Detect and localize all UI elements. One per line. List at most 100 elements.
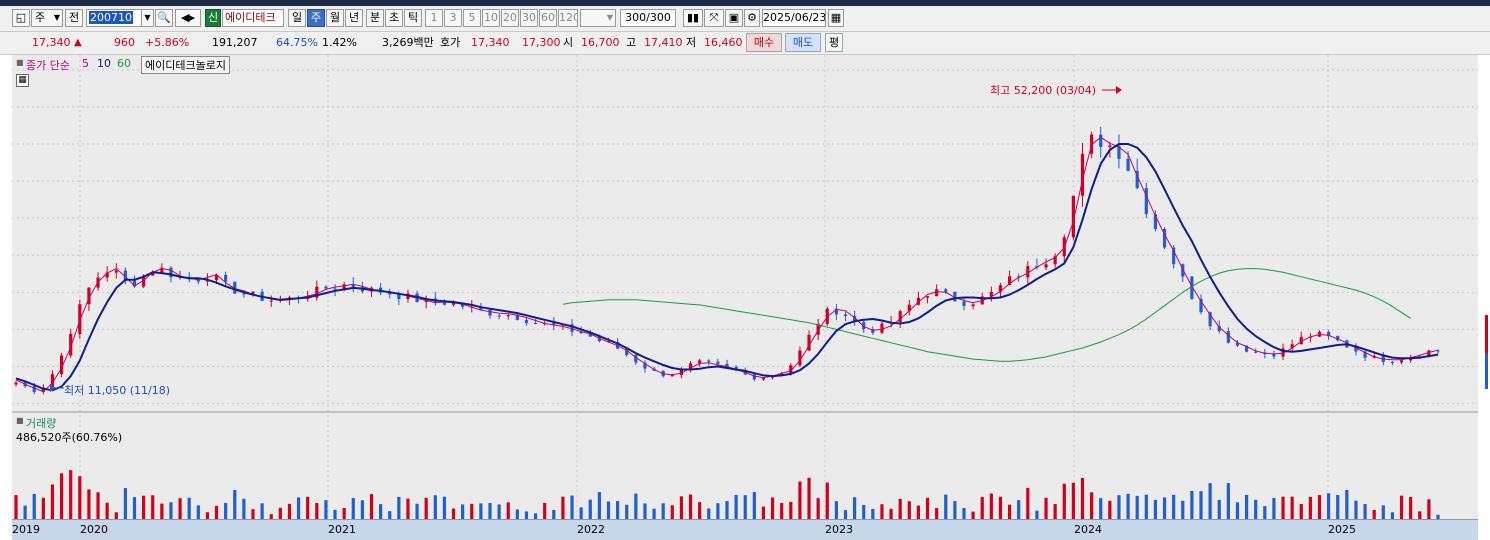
volume-bar <box>1162 497 1167 519</box>
volume-bar <box>834 501 838 519</box>
x-tick-label: 2024 <box>1074 523 1102 536</box>
candle-body <box>251 291 255 294</box>
candle-body <box>1436 350 1440 352</box>
stock-name-field[interactable]: 에이디테크 <box>222 9 284 27</box>
interval-3[interactable]: 3 <box>444 9 462 27</box>
candle-body <box>1126 158 1130 171</box>
up-arrow-icon: ▲ <box>74 37 82 48</box>
low-arrow-icon <box>50 384 56 392</box>
stock-code-value: 200710 <box>89 11 133 24</box>
candle-body <box>1007 276 1012 286</box>
volume-bar <box>853 497 857 519</box>
price-scale-strip <box>1478 55 1490 539</box>
candle-body <box>479 306 483 310</box>
candle-body <box>679 368 684 375</box>
sell-button[interactable]: 매도 <box>785 33 821 52</box>
volume-bar <box>825 482 829 519</box>
period-second[interactable]: 초 <box>385 9 403 27</box>
layout-icon[interactable]: ◱ <box>12 9 30 27</box>
volume-bar <box>41 497 45 519</box>
candle-body <box>506 315 510 317</box>
stock-code-input[interactable]: 200710 <box>86 9 154 27</box>
period-month[interactable]: 월 <box>326 9 344 27</box>
candle-body <box>752 374 756 380</box>
volume-value: 191,207 <box>212 36 258 49</box>
candle-body <box>442 302 447 305</box>
all-button[interactable]: 전 <box>65 9 83 27</box>
period-minute[interactable]: 분 <box>366 9 384 27</box>
interval-1[interactable]: 1 <box>425 9 443 27</box>
volume-bar <box>798 481 802 519</box>
grid-table-icon[interactable]: ▦ <box>16 74 29 87</box>
gear-icon[interactable]: ⚙ <box>744 9 760 27</box>
buy-button[interactable]: 매수 <box>746 33 782 52</box>
candle-body <box>625 348 629 356</box>
candle-body <box>570 324 574 332</box>
volume-bar <box>1044 497 1048 519</box>
candle-body <box>935 289 939 297</box>
volume-bar <box>388 511 392 519</box>
search-icon[interactable]: 🔍 <box>155 9 173 27</box>
new-badge: 신 <box>205 9 221 27</box>
volume-bar <box>59 473 64 519</box>
volume-bar <box>1317 495 1322 519</box>
line-draw-icon[interactable]: ⤧ <box>704 9 724 27</box>
candle-body <box>515 315 519 320</box>
period-tick[interactable]: 틱 <box>404 9 422 27</box>
volume-bar <box>169 502 173 519</box>
volume-bar <box>296 497 301 519</box>
period-select-value: 주 <box>35 11 46 24</box>
period-select[interactable]: 주 ▼ <box>31 9 63 27</box>
code-dropdown-icon[interactable]: ▼ <box>141 9 154 27</box>
candle-body <box>579 331 583 334</box>
candle-body <box>989 291 993 297</box>
volume-bar <box>807 477 811 519</box>
candle-body <box>1181 264 1185 277</box>
volume-bar <box>843 510 848 519</box>
candle-body <box>716 361 720 364</box>
candle-body <box>205 280 210 282</box>
volume-bar <box>880 504 884 519</box>
candle-body <box>114 270 118 273</box>
candle-body <box>1026 266 1030 278</box>
period-day[interactable]: 일 <box>288 9 306 27</box>
interval-select[interactable]: ▼ <box>580 9 616 27</box>
volume-bar <box>1199 491 1203 519</box>
volume-bar <box>935 508 939 519</box>
interval-120[interactable]: 120 <box>558 9 578 27</box>
interval-60[interactable]: 60 <box>539 9 557 27</box>
candle-body <box>789 365 793 374</box>
period-year[interactable]: 년 <box>345 9 363 27</box>
candle-body <box>1162 228 1167 248</box>
candle-body <box>69 333 73 356</box>
calendar-icon[interactable]: ▦ <box>828 9 844 27</box>
speaker-icon[interactable]: ◀▸ <box>175 9 201 27</box>
candle-body <box>461 302 465 307</box>
save-icon[interactable]: ▣ <box>725 9 743 27</box>
candle-body <box>834 308 838 315</box>
interval-5[interactable]: 5 <box>463 9 481 27</box>
x-tick-label: 2022 <box>577 523 605 536</box>
count-field[interactable]: 300/300 <box>620 9 676 27</box>
candle-body <box>351 284 355 288</box>
candle-body <box>524 319 529 323</box>
volume-bar <box>69 470 73 519</box>
interval-10[interactable]: 10 <box>482 9 500 27</box>
candle-type-icon[interactable]: ▮▮ <box>683 9 703 27</box>
volume-bar <box>606 501 611 519</box>
date-field[interactable]: 2025/06/23 <box>762 9 826 27</box>
volume-bar <box>324 500 328 519</box>
volume-bar <box>78 476 82 519</box>
volume-bar <box>1071 482 1075 519</box>
volume-bar <box>1208 483 1212 519</box>
interval-20[interactable]: 20 <box>501 9 519 27</box>
volume-bar <box>50 484 55 519</box>
volume-bar <box>132 497 137 519</box>
volume-bar <box>889 508 893 519</box>
average-button[interactable]: 평 <box>825 33 843 52</box>
ma5-legend: 5 <box>82 57 89 70</box>
chart-area[interactable] <box>12 55 1478 519</box>
interval-30[interactable]: 30 <box>520 9 538 27</box>
period-week[interactable]: 주 <box>307 9 325 27</box>
volume-bar <box>643 503 647 519</box>
